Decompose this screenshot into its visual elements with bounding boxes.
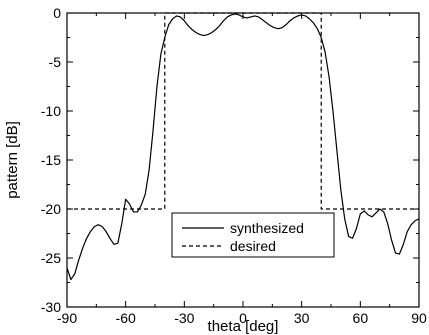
- y-tick-label: -25: [41, 250, 61, 266]
- y-axis-label: pattern [dB]: [4, 121, 21, 199]
- series-group: [66, 12, 420, 281]
- y-tick-label: 0: [53, 5, 61, 21]
- y-tick-label: -20: [41, 201, 61, 217]
- y-tick-label: -15: [41, 152, 61, 168]
- series-line-synthesized: [66, 13, 420, 281]
- series-line-desired: [67, 12, 419, 210]
- x-tick-label: 60: [353, 310, 369, 326]
- plot-area: [66, 12, 420, 308]
- plot-frame: [66, 12, 420, 308]
- x-tick-label: -60: [116, 310, 136, 326]
- y-tick-label: -30: [41, 299, 61, 315]
- x-axis-label: theta [deg]: [208, 318, 279, 335]
- tick-labels: -90 -60 -30 0 30 60 90 0 -5 -10 -15 -20 -25 -30: [41, 5, 427, 326]
- legend-label-synthesized: synthesized: [230, 220, 304, 236]
- x-tick-label: 90: [411, 310, 427, 326]
- x-tick-label: 0: [239, 310, 247, 326]
- legend-label-desired: desired: [230, 238, 276, 254]
- x-tick-label: 30: [294, 310, 310, 326]
- y-tick-label: -5: [49, 54, 62, 70]
- x-tick-label: -90: [57, 310, 77, 326]
- x-tick-label: -30: [174, 310, 194, 326]
- y-tick-label: -10: [41, 103, 61, 119]
- legend: synthesized desired: [171, 212, 335, 258]
- legend-box: [171, 212, 335, 258]
- axis-ticks: [66, 12, 420, 308]
